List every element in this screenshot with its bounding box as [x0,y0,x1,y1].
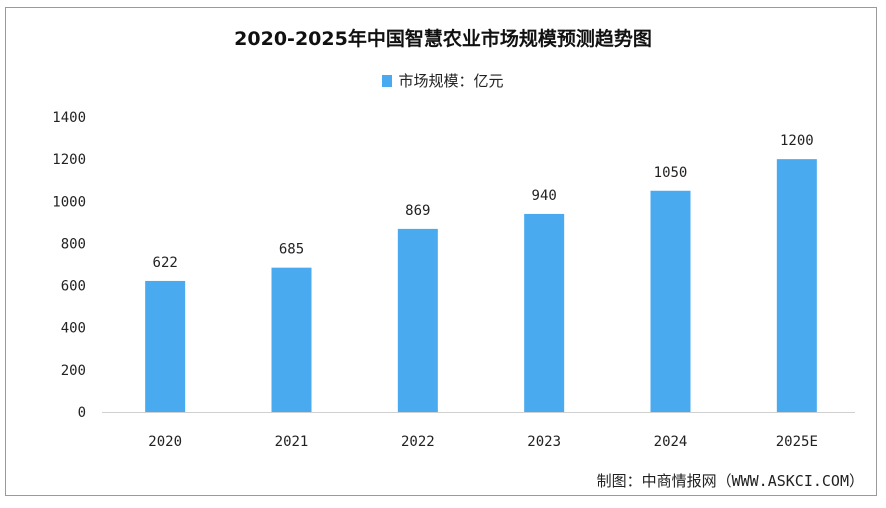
data-label: 869 [405,203,430,219]
y-tick-label: 1000 [52,194,86,210]
bar [524,213,565,412]
data-label: 685 [279,242,304,258]
y-tick-label: 0 [78,405,86,421]
x-tick-label: 2020 [148,434,182,450]
legend-label: 市场规模：亿元 [398,72,504,90]
bar [650,190,691,412]
data-label: 1200 [780,133,814,149]
bar [271,267,312,412]
y-tick-label: 400 [61,321,86,337]
y-tick-label: 600 [61,279,86,295]
chart-title: 2020-2025年中国智慧农业市场规模预测趋势图 [234,28,652,50]
bar [397,228,438,412]
data-label: 1050 [654,165,688,181]
source-note: 制图：中商情报网（WWW.ASKCI.COM） [596,472,864,490]
y-tick-label: 1400 [52,110,86,126]
x-tick-label: 2024 [654,434,688,450]
legend-swatch [382,75,393,87]
data-label: 622 [153,255,178,271]
chart-frame [5,7,877,496]
bar [145,280,186,412]
x-tick-label: 2025E [776,434,818,450]
y-tick-label: 800 [61,236,86,252]
data-label: 940 [532,188,557,204]
legend: 市场规模：亿元 [0,70,886,91]
y-tick-label: 200 [61,363,86,379]
y-tick-label: 1200 [52,152,86,168]
x-tick-label: 2022 [401,434,435,450]
x-tick-label: 2021 [275,434,309,450]
x-tick-label: 2023 [527,434,561,450]
bar [776,159,817,412]
